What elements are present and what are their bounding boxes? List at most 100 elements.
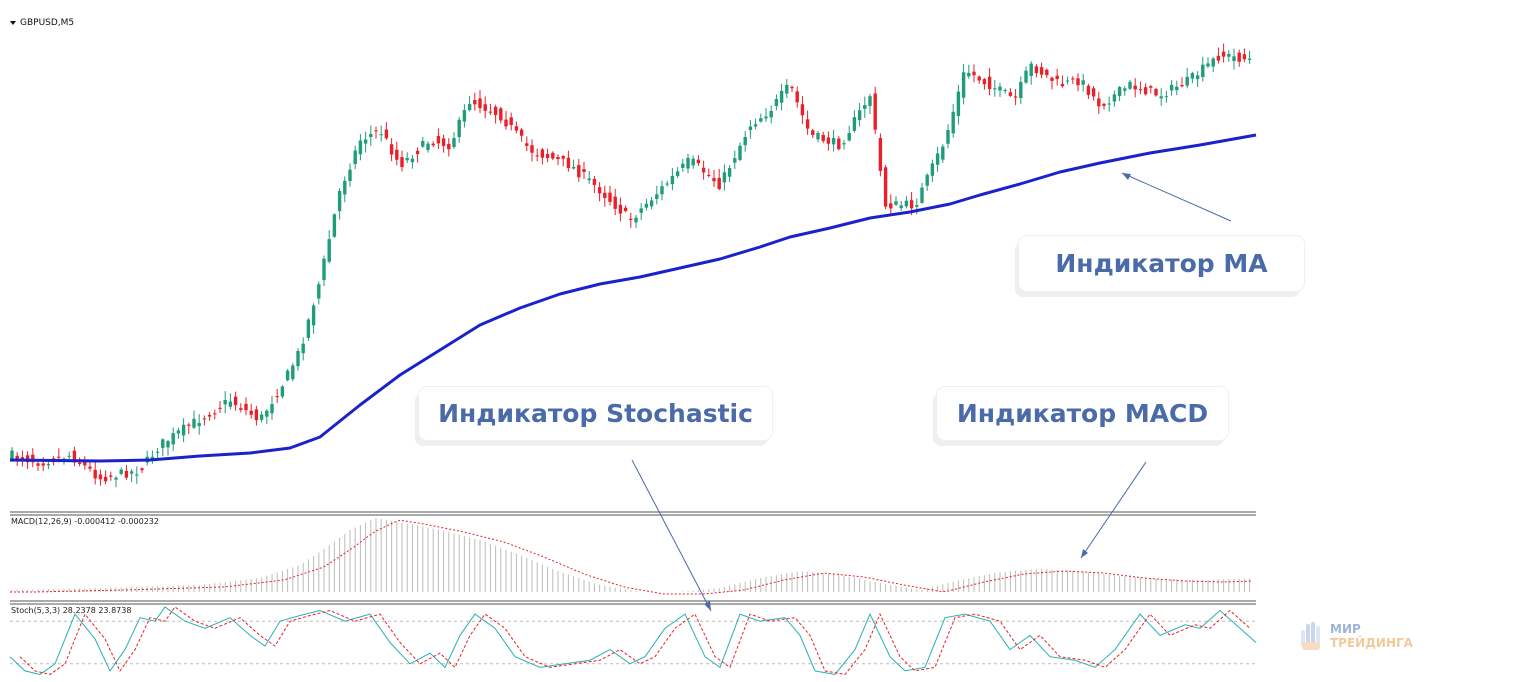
candle-body — [540, 149, 545, 158]
candle-body — [93, 469, 97, 479]
candle-body — [634, 217, 638, 223]
candle-body — [1185, 76, 1189, 86]
candle-body — [1065, 80, 1070, 82]
candle-body — [452, 138, 456, 148]
candle-body — [447, 143, 451, 150]
candle-body — [909, 200, 914, 209]
candle-body — [369, 133, 373, 138]
candle-body — [1039, 67, 1044, 75]
candle-body — [769, 110, 773, 118]
candle-body — [1232, 56, 1236, 62]
candle-body — [265, 410, 269, 417]
symbol-label[interactable]: GBPUSD,M5 — [10, 18, 74, 28]
candle-body — [696, 159, 701, 164]
candle-body — [436, 135, 441, 144]
candle-body — [1195, 75, 1200, 80]
candle-body — [1081, 80, 1085, 85]
candle-body — [213, 413, 217, 415]
candle-body — [899, 205, 903, 209]
candle-body — [982, 79, 987, 85]
candle-body — [187, 424, 191, 426]
candle-body — [774, 98, 779, 106]
candle-body — [140, 468, 144, 471]
candle-body — [930, 163, 935, 176]
candle-body — [389, 144, 394, 155]
candle-body — [733, 158, 737, 163]
candle-body — [218, 407, 222, 409]
macd-panel — [10, 518, 1253, 595]
annotation-arrows — [631, 172, 1232, 612]
candle-body — [545, 153, 550, 159]
watermark-logo: МИР ТРЕЙДИНГА — [1298, 620, 1413, 652]
candle-body — [171, 433, 175, 445]
candle-body — [717, 177, 721, 190]
candle-body — [935, 153, 940, 165]
candle-body — [878, 137, 883, 171]
candle-body — [1164, 96, 1169, 98]
candle-body — [509, 117, 513, 126]
candle-body — [488, 111, 493, 113]
candle-body — [618, 204, 623, 214]
candle-body — [1211, 58, 1215, 67]
stochastic-panel — [9, 606, 1257, 675]
candle-body — [639, 208, 643, 213]
candle-body — [686, 157, 690, 169]
stochastic-label: Stoch(5,3,3) 28.2378 23.8738 — [11, 606, 132, 615]
candle-body — [275, 396, 279, 398]
candle-body — [894, 201, 898, 205]
candle-body — [358, 140, 363, 155]
candle-body — [400, 157, 404, 168]
candle-body — [967, 72, 971, 77]
candle-body — [1123, 88, 1127, 91]
candle-body — [1169, 84, 1174, 91]
candle-body — [738, 145, 742, 160]
candle-body — [1227, 53, 1231, 57]
candle-body — [343, 180, 347, 195]
candle-body — [1086, 85, 1091, 95]
candle-body — [207, 414, 212, 417]
candle-body — [998, 86, 1002, 91]
stochastic-main-line — [9, 606, 1257, 675]
candle-body — [311, 305, 316, 326]
candle-body — [863, 104, 867, 109]
candle-body — [493, 106, 498, 115]
candle-body — [332, 214, 337, 237]
candle-body — [764, 116, 768, 119]
candle-body — [603, 192, 607, 198]
candle-body — [1060, 83, 1065, 87]
candle-body — [98, 474, 103, 480]
candle-body — [1019, 81, 1023, 99]
candle-body — [795, 91, 799, 103]
candle-body — [691, 158, 695, 166]
dropdown-triangle-icon — [10, 20, 16, 25]
candle-body — [759, 118, 763, 122]
candle-body — [327, 239, 331, 262]
callout-stochastic: Индикатор Stochastic — [419, 387, 772, 440]
candle-body — [421, 141, 425, 147]
candle-body — [197, 423, 201, 427]
candle-body — [202, 418, 207, 420]
arrowhead-macd — [1081, 549, 1088, 558]
candle-body — [301, 343, 305, 354]
candle-body — [410, 158, 415, 163]
candle-body — [129, 471, 134, 474]
candle-body — [649, 200, 654, 207]
candle-body — [852, 117, 857, 131]
candle-body — [31, 454, 35, 463]
candle-body — [166, 441, 170, 448]
candle-body — [608, 192, 612, 202]
logo-line-1: МИР — [1330, 622, 1361, 636]
candle-body — [701, 167, 706, 173]
candle-body — [1013, 96, 1018, 98]
candle-body — [77, 462, 82, 465]
candle-body — [41, 463, 45, 466]
candle-body — [228, 401, 233, 407]
candle-body — [233, 396, 238, 406]
stochastic-signal-line — [19, 606, 1251, 675]
candle-body — [1008, 92, 1013, 96]
candle-body — [239, 408, 243, 410]
candle-body — [473, 99, 477, 105]
candle-body — [660, 186, 664, 195]
candle-body — [920, 187, 924, 203]
